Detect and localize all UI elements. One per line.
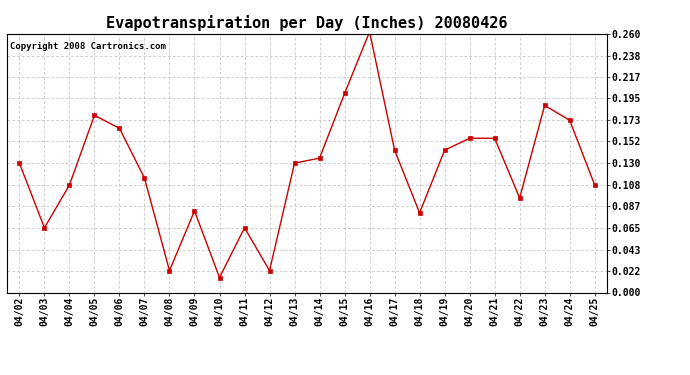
- Title: Evapotranspiration per Day (Inches) 20080426: Evapotranspiration per Day (Inches) 2008…: [106, 15, 508, 31]
- Text: Copyright 2008 Cartronics.com: Copyright 2008 Cartronics.com: [10, 42, 166, 51]
